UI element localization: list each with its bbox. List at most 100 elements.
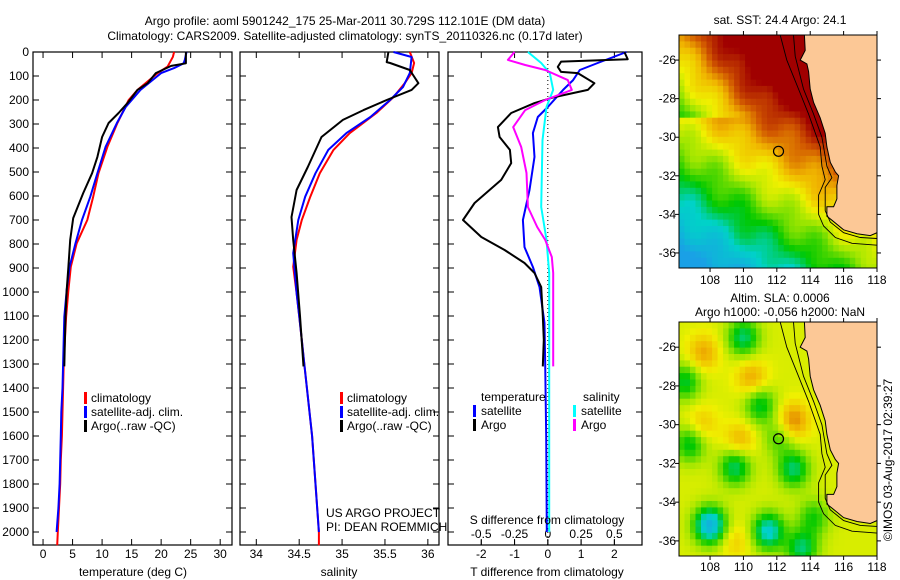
sla-grid-cell <box>789 526 796 534</box>
sla-grid-cell <box>706 539 713 547</box>
sst-grid-cell <box>827 245 834 252</box>
sla-grid-cell <box>794 526 801 534</box>
sla-grid-cell <box>783 347 790 355</box>
sla-grid-cell <box>783 437 790 445</box>
sla-grid-cell <box>728 469 735 476</box>
sst-grid-cell <box>734 41 741 49</box>
sla-grid-cell <box>750 475 757 483</box>
sla-grid-cell <box>783 385 790 393</box>
sst-grid-cell <box>734 149 741 157</box>
sst-grid-cell <box>761 213 768 221</box>
legend-swatch <box>473 405 476 417</box>
sla-grid-cell <box>800 354 807 361</box>
sst-grid-cell <box>789 226 796 233</box>
sla-grid-cell <box>794 449 801 457</box>
sst-grid-cell <box>745 47 752 55</box>
sla-grid-cell <box>816 520 823 528</box>
sst-grid-cell <box>756 136 763 144</box>
sla-grid-cell <box>811 539 818 547</box>
sla-grid-cell <box>805 405 812 413</box>
sst-grid-cell <box>800 219 807 227</box>
sla-grid-cell <box>860 520 867 528</box>
sst-grid-cell <box>761 111 768 119</box>
sla-grid-cell <box>745 532 752 540</box>
sst-grid-cell <box>833 232 840 240</box>
sla-grid-cell <box>800 411 807 419</box>
sst-grid-cell <box>772 54 779 62</box>
sst-grid-cell <box>684 105 691 112</box>
sst-grid-cell <box>734 226 741 233</box>
sla-grid-cell <box>789 475 796 483</box>
sst-grid-cell <box>838 238 845 246</box>
sst-grid-cell <box>767 251 774 259</box>
sla-grid-cell <box>767 354 774 361</box>
sst-grid-cell <box>695 226 702 233</box>
sst-grid-cell <box>860 251 867 259</box>
sst-grid-cell <box>778 79 785 87</box>
sla-grid-cell <box>684 449 691 457</box>
sla-grid-cell <box>745 341 752 349</box>
sst-grid-cell <box>767 124 774 132</box>
sst-grid-cell <box>833 251 840 259</box>
sla-grid-cell <box>827 545 834 553</box>
sst-map <box>679 35 877 268</box>
latitude-tick-label: -36 <box>659 246 677 260</box>
sla-grid-cell <box>767 392 774 400</box>
sst-grid-cell <box>684 245 691 252</box>
sst-grid-cell <box>734 168 741 176</box>
sla-grid-cell <box>800 481 807 489</box>
longitude-tick-label: 114 <box>801 273 820 287</box>
land-mass <box>799 322 877 527</box>
sla-grid-cell <box>772 379 779 387</box>
sst-grid-cell <box>739 226 746 233</box>
sla-grid-cell <box>690 545 697 553</box>
sst-grid-cell <box>684 41 691 49</box>
sst-grid-cell <box>871 251 877 259</box>
sla-grid-cell <box>805 520 812 528</box>
sst-grid-cell <box>745 175 752 182</box>
sst-grid-cell <box>800 162 807 170</box>
sst-grid-cell <box>706 206 713 214</box>
sla-grid-cell <box>745 392 752 400</box>
sst-grid-cell <box>739 162 746 170</box>
sst-grid-cell <box>734 232 741 240</box>
sla-grid-cell <box>778 392 785 400</box>
sst-grid-cell <box>745 213 752 221</box>
sla-grid-cell <box>789 354 796 361</box>
sst-grid-cell <box>679 54 686 62</box>
sst-grid-cell <box>783 85 790 93</box>
sst-grid-cell <box>794 187 801 195</box>
s-difference-tick-label: 0.5 <box>606 527 623 541</box>
sla-grid-cell <box>728 417 735 425</box>
sst-grid-cell <box>679 79 686 87</box>
sst-grid-cell <box>805 92 812 100</box>
sst-grid-cell <box>717 162 724 170</box>
sst-grid-cell <box>761 194 768 202</box>
sst-grid-cell <box>684 155 691 163</box>
sla-grid-cell <box>723 481 730 489</box>
sst-grid-cell <box>679 98 686 106</box>
sst-grid-cell <box>767 168 774 176</box>
sla-grid-cell <box>778 462 785 470</box>
sst-grid-cell <box>855 232 862 240</box>
sst-grid-cell <box>794 47 801 55</box>
sla-grid-cell <box>778 507 785 515</box>
temperature-axis-label: temperature (deg C) <box>79 565 187 579</box>
sla-grid-cell <box>728 430 735 438</box>
sla-grid-cell <box>860 552 867 556</box>
sst-grid-cell <box>772 98 779 106</box>
sst-grid-cell <box>783 219 790 227</box>
sla-grid-cell <box>816 443 823 451</box>
sla-grid-cell <box>717 456 724 464</box>
sst-grid-cell <box>849 238 856 246</box>
sst-grid-cell <box>805 149 812 157</box>
sla-grid-cell <box>679 417 686 425</box>
legend-label: climatology <box>91 391 151 405</box>
sla-grid-cell <box>772 539 779 547</box>
sla-grid-cell <box>695 437 702 445</box>
sla-grid-cell <box>679 392 686 400</box>
sst-grid-cell <box>761 117 768 125</box>
sla-grid-cell <box>734 424 741 432</box>
sla-grid-cell <box>695 392 702 400</box>
sst-grid-cell <box>723 155 730 163</box>
